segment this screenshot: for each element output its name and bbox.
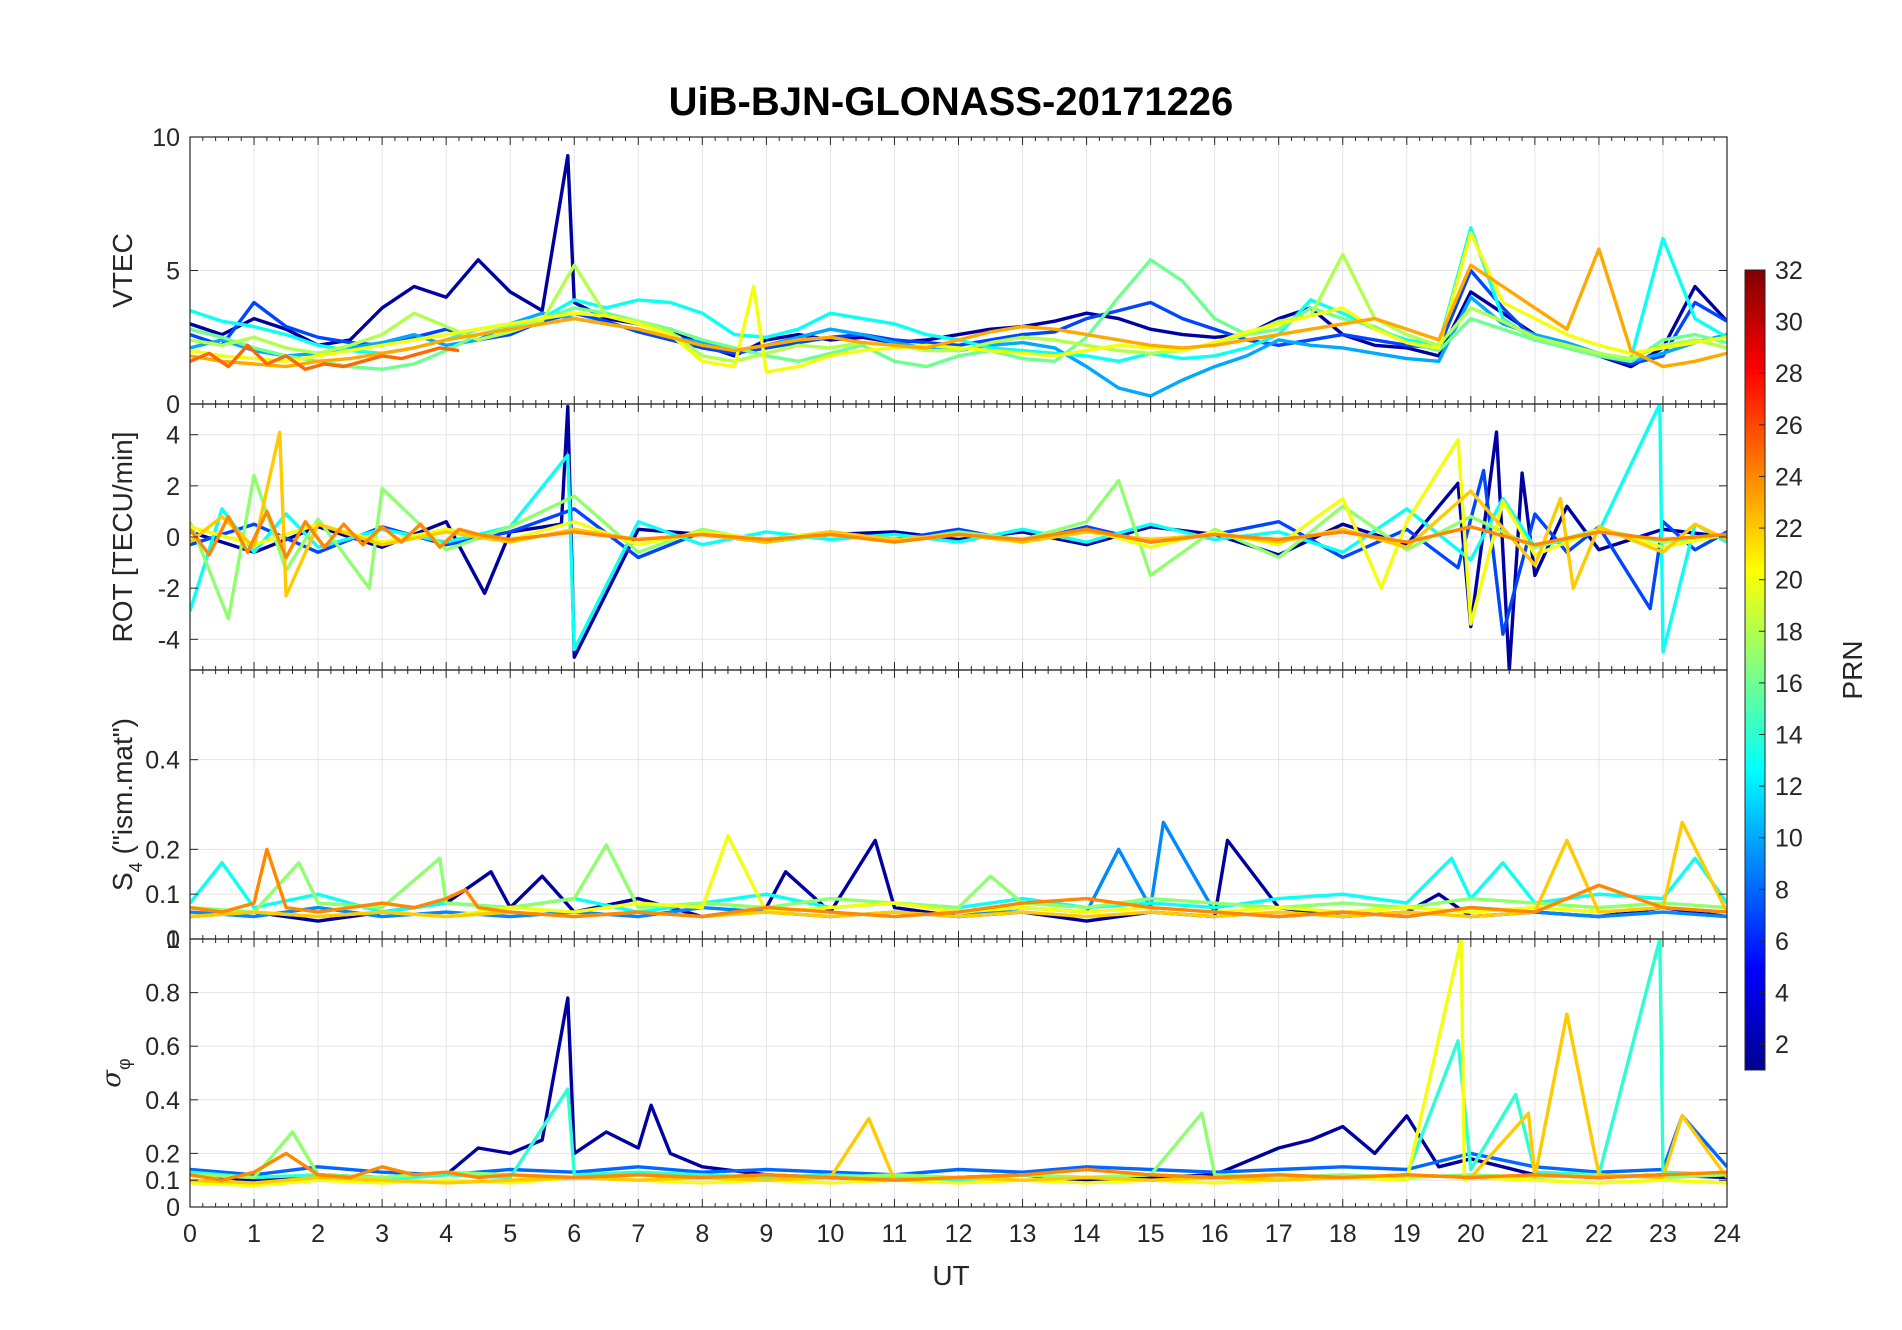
colorbar-tick-label: 10 [1775, 825, 1803, 853]
panel-s4: 0 0.1 0.2 0.4S4 ("ism.mat") [107, 669, 1728, 954]
x-tick-label: 15 [1137, 1220, 1165, 1248]
x-tick-label: 16 [1201, 1220, 1229, 1248]
x-tick-label: 18 [1329, 1220, 1357, 1248]
s4-series-prn-22 [190, 820, 1727, 919]
s4-series-prn-24 [190, 847, 1727, 919]
rot-y-tick-label: 4 [166, 422, 180, 450]
x-tick-label: 11 [881, 1220, 907, 1248]
colorbar-tick-label: 24 [1775, 463, 1803, 491]
vtec-series-prn-20 [190, 231, 1727, 374]
colorbar-tick-label: 32 [1775, 257, 1803, 285]
colorbar-tick-label: 18 [1775, 618, 1803, 646]
colorbar-tick-label: 8 [1775, 876, 1789, 904]
rot-y-axis-label: ROT [TECU/min] [107, 431, 138, 642]
rot-y-tick-label: -4 [158, 626, 180, 654]
x-tick-label: 3 [375, 1220, 389, 1248]
s4-y-tick-label: 0 [166, 926, 180, 954]
vtec-series-prn-18 [190, 252, 1727, 363]
rot-y-tick-label: -2 [158, 575, 180, 603]
rot-y-tick-label: 0 [166, 524, 180, 552]
s4-series-prn-2 [190, 838, 1727, 923]
colorbar-tick-label: 26 [1775, 412, 1803, 440]
s4-y-tick-label: 0.4 [145, 747, 180, 775]
s4-y-tick-label: 0.1 [145, 881, 180, 909]
x-tick-label: 5 [503, 1220, 517, 1248]
rot-series-prn-24 [190, 509, 1727, 560]
rot-y-tick-label: 2 [166, 473, 180, 501]
colorbar-tick-label: 2 [1775, 1031, 1789, 1059]
vtec-series-prn-23 [190, 247, 1727, 369]
x-tick-label: 19 [1393, 1220, 1421, 1248]
vtec-y-tick-label: 10 [152, 124, 180, 152]
x-tick-label: 13 [1009, 1220, 1037, 1248]
colorbar-tick-label: 16 [1775, 670, 1803, 698]
x-axis-label: UT [932, 1260, 969, 1291]
colorbar-tick-label: 28 [1775, 360, 1803, 388]
colorbar-tick-label: 12 [1775, 773, 1803, 801]
sigma-series [190, 939, 1727, 1188]
panel-vtec: 0 5 10 VTEC [107, 124, 1728, 419]
colorbar-tick-label: 30 [1775, 309, 1803, 337]
sigma-y-axis-label: σφ [97, 1058, 134, 1087]
vtec-series-prn-16 [190, 258, 1727, 371]
x-tick-label: 7 [631, 1220, 645, 1248]
sigma-series-prn-22 [190, 1012, 1727, 1185]
sigma-y-tick-label: 0.6 [145, 1033, 180, 1061]
x-tick-label: 1 [247, 1220, 261, 1248]
x-tick-label: 23 [1649, 1220, 1677, 1248]
sigma-y-tick-label: 0.4 [145, 1087, 180, 1115]
x-tick-label: 0 [183, 1220, 197, 1248]
vtec-series [190, 154, 1727, 398]
vtec-y-tick-label: 0 [166, 391, 180, 419]
colorbar-label: PRN [1837, 640, 1868, 699]
vtec-y-axis-label: VTEC [107, 233, 138, 308]
rot-series [190, 404, 1727, 670]
x-tick-label: 10 [817, 1220, 845, 1248]
x-tick-label: 12 [945, 1220, 973, 1248]
x-tick-label: 17 [1265, 1220, 1293, 1248]
colorbar-gradient [1744, 269, 1766, 1071]
sigma-series-prn-24 [190, 1151, 1727, 1182]
vtec-y-tick-label: 5 [166, 258, 180, 286]
colorbar-tick-label: 14 [1775, 722, 1803, 750]
sigma-y-tick-label: 0.8 [145, 980, 180, 1008]
sigma-y-tick-label: 0.2 [145, 1140, 180, 1168]
x-tick-label: 9 [759, 1220, 773, 1248]
vtec-series-prn-7 [190, 268, 1727, 366]
sigma-y-tick-label: 0.1 [145, 1167, 180, 1195]
chart-title: UiB-BJN-GLONASS-20171226 [669, 80, 1234, 124]
sigma-y-tick-label: 0 [166, 1194, 180, 1222]
colorbar-tick-label: 6 [1775, 928, 1789, 956]
s4-series [190, 820, 1727, 923]
colorbar-tick-label: 22 [1775, 515, 1803, 543]
panel-rot: -4 -2 0 2 4 ROT [TECU/min] [107, 403, 1728, 671]
x-tick-label: 22 [1585, 1220, 1613, 1248]
s4-y-tick-label: 0.2 [145, 836, 180, 864]
x-tick-label: 20 [1457, 1220, 1485, 1248]
vtec-series-prn-25 [190, 343, 460, 371]
x-tick-label: 21 [1521, 1220, 1549, 1248]
s4-y-axis-label: S4 ("ism.mat") [107, 718, 146, 891]
x-tick-label: 24 [1713, 1220, 1741, 1248]
x-tick-label: 6 [567, 1220, 581, 1248]
x-tick-label: 14 [1073, 1220, 1101, 1248]
colorbar-tick-label: 20 [1775, 567, 1803, 595]
x-tick-label: 4 [439, 1220, 453, 1248]
x-tick-label: 2 [311, 1220, 325, 1248]
x-tick-label: 8 [695, 1220, 709, 1248]
sigma-y-tick-label: 1 [166, 926, 180, 954]
colorbar-tick-label: 4 [1775, 980, 1789, 1008]
